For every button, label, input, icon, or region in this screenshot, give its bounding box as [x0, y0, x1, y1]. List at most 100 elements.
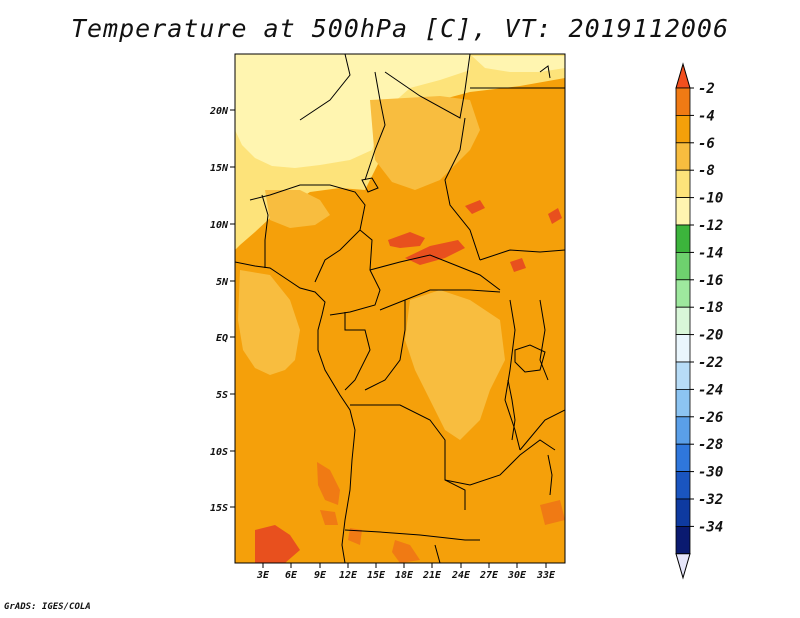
field-red-orange-1	[388, 232, 425, 248]
colorbar-bottom-arrow	[675, 553, 691, 580]
lon-label-18e: 18E	[395, 570, 414, 581]
colorbar-label: -28	[698, 437, 723, 453]
field-red-orange-3	[465, 200, 485, 214]
border-tanzania	[519, 409, 565, 451]
colorbar-label: -18	[698, 300, 723, 316]
lon-label-15e: 15E	[367, 570, 386, 581]
border-congo	[344, 312, 371, 391]
border-zambia	[444, 439, 556, 486]
colorbar-top-arrow	[675, 62, 691, 89]
lake-malawi	[547, 454, 553, 496]
lon-label-6e: 6E	[285, 570, 298, 581]
lon-label-21e: 21E	[422, 570, 442, 581]
field-dark-orange-se	[540, 500, 565, 525]
colorbar-swatch	[675, 142, 691, 171]
field-lightest-yellow	[235, 54, 470, 168]
colorbar-label: -32	[698, 492, 723, 508]
border-nigeria	[249, 184, 366, 283]
lon-label-27e: 27E	[479, 570, 499, 581]
colorbar-swatch	[675, 526, 691, 555]
field-lightest-yellow-2	[472, 56, 565, 72]
border-niger-chad	[364, 71, 386, 181]
field-red-orange-5	[510, 258, 526, 272]
lon-label-12e: 12E	[339, 570, 358, 581]
lat-label-eq: EQ	[216, 333, 228, 344]
egypt-nile	[539, 65, 551, 79]
lat-label-15n: 15N	[210, 163, 229, 174]
colorbar-swatch	[675, 279, 691, 308]
colorbar-label: -12	[698, 218, 723, 234]
latitude-axis: 20N 15N 10N 5N EQ 5S 10S 15S	[209, 106, 235, 514]
longitude-axis: 3E 6E 9E 12E 15E 18E 21E 24E 27E 30E 33E	[256, 563, 556, 581]
colorbar-swatch	[675, 306, 691, 336]
colorbar-swatch	[675, 471, 691, 500]
colorbar-swatch	[675, 251, 691, 281]
footer-credit: GrADS: IGES/COLA	[4, 602, 91, 612]
lake-victoria	[514, 344, 546, 373]
colorbar-swatch	[675, 87, 691, 116]
colorbar-label: -24	[698, 382, 723, 398]
colorbar-swatch	[675, 443, 691, 473]
colorbar-label: -4	[698, 108, 715, 124]
border-drc-west	[364, 300, 406, 391]
field-dark-orange-s1	[392, 540, 420, 563]
colorbar-swatch	[675, 224, 691, 253]
lat-label-5n: 5N	[216, 277, 229, 288]
lon-label-9e: 9E	[314, 570, 327, 581]
border-car	[369, 254, 501, 291]
temperature-field	[235, 54, 565, 563]
field-light-orange-center	[405, 290, 505, 440]
border-angola-south	[344, 529, 480, 541]
colorbar-swatch	[675, 498, 691, 527]
colorbar-label: -16	[698, 273, 723, 289]
colorbar-label: -30	[698, 465, 723, 481]
colorbar-label: -14	[698, 245, 723, 261]
border-uganda-kenya	[539, 299, 549, 381]
colorbar-label: -22	[698, 355, 723, 371]
lon-label-30e: 30E	[507, 570, 527, 581]
coastline-west	[235, 261, 356, 563]
lon-label-24e: 24E	[451, 570, 471, 581]
colorbar-label: -26	[698, 410, 723, 426]
field-light-orange-east	[370, 96, 480, 190]
colorbar-swatch	[675, 388, 691, 418]
lon-label-33e: 33E	[536, 570, 556, 581]
field-dark-orange-sw1	[317, 462, 340, 505]
colorbar-swatch	[675, 361, 691, 390]
border-car-south	[379, 289, 501, 311]
colorbar-swatch	[675, 169, 691, 198]
colorbar-swatch	[675, 416, 691, 445]
field-dark-orange-sw2	[255, 525, 300, 563]
field-red-orange-2	[405, 240, 465, 265]
field-dark-orange-sw3	[320, 510, 338, 525]
lat-label-10s: 10S	[210, 447, 228, 458]
field-red-orange-4	[548, 208, 562, 224]
border-libya-chad	[384, 54, 471, 119]
colorbar-label: -20	[698, 328, 723, 344]
colorbar-label: -8	[698, 163, 715, 179]
colorbar-label: -34	[698, 519, 723, 535]
border-botswana	[434, 544, 441, 563]
colorbar-swatch	[675, 334, 691, 363]
colorbar-label: -6	[698, 136, 715, 152]
lat-label-15s: 15S	[210, 503, 228, 514]
lat-label-10n: 10N	[210, 220, 229, 231]
lake-tanganyika	[507, 379, 516, 441]
border-sudan-south	[479, 249, 565, 261]
border-chad-sudan	[444, 117, 481, 261]
lake-chad	[361, 177, 379, 193]
border-mali-niger	[299, 54, 351, 121]
border-cameroon	[329, 229, 381, 316]
map-frame	[234, 53, 566, 564]
lat-label-5s: 5S	[216, 390, 228, 401]
colorbar-label: -2	[698, 81, 715, 97]
border-benin	[261, 194, 269, 268]
border-drc-east	[504, 299, 521, 451]
colorbar: -2 -4 -6 -8 -10 -12 -14 -16 -18 -20 -22 -24 -26 -28 -3…	[675, 62, 723, 580]
colorbar-label: -10	[698, 191, 723, 207]
chart-title: Temperature at 500hPa [C], VT: 201911200…	[70, 14, 730, 43]
colorbar-swatch	[675, 197, 691, 226]
lat-label-20n: 20N	[209, 106, 229, 117]
colorbar-swatch	[675, 115, 691, 144]
